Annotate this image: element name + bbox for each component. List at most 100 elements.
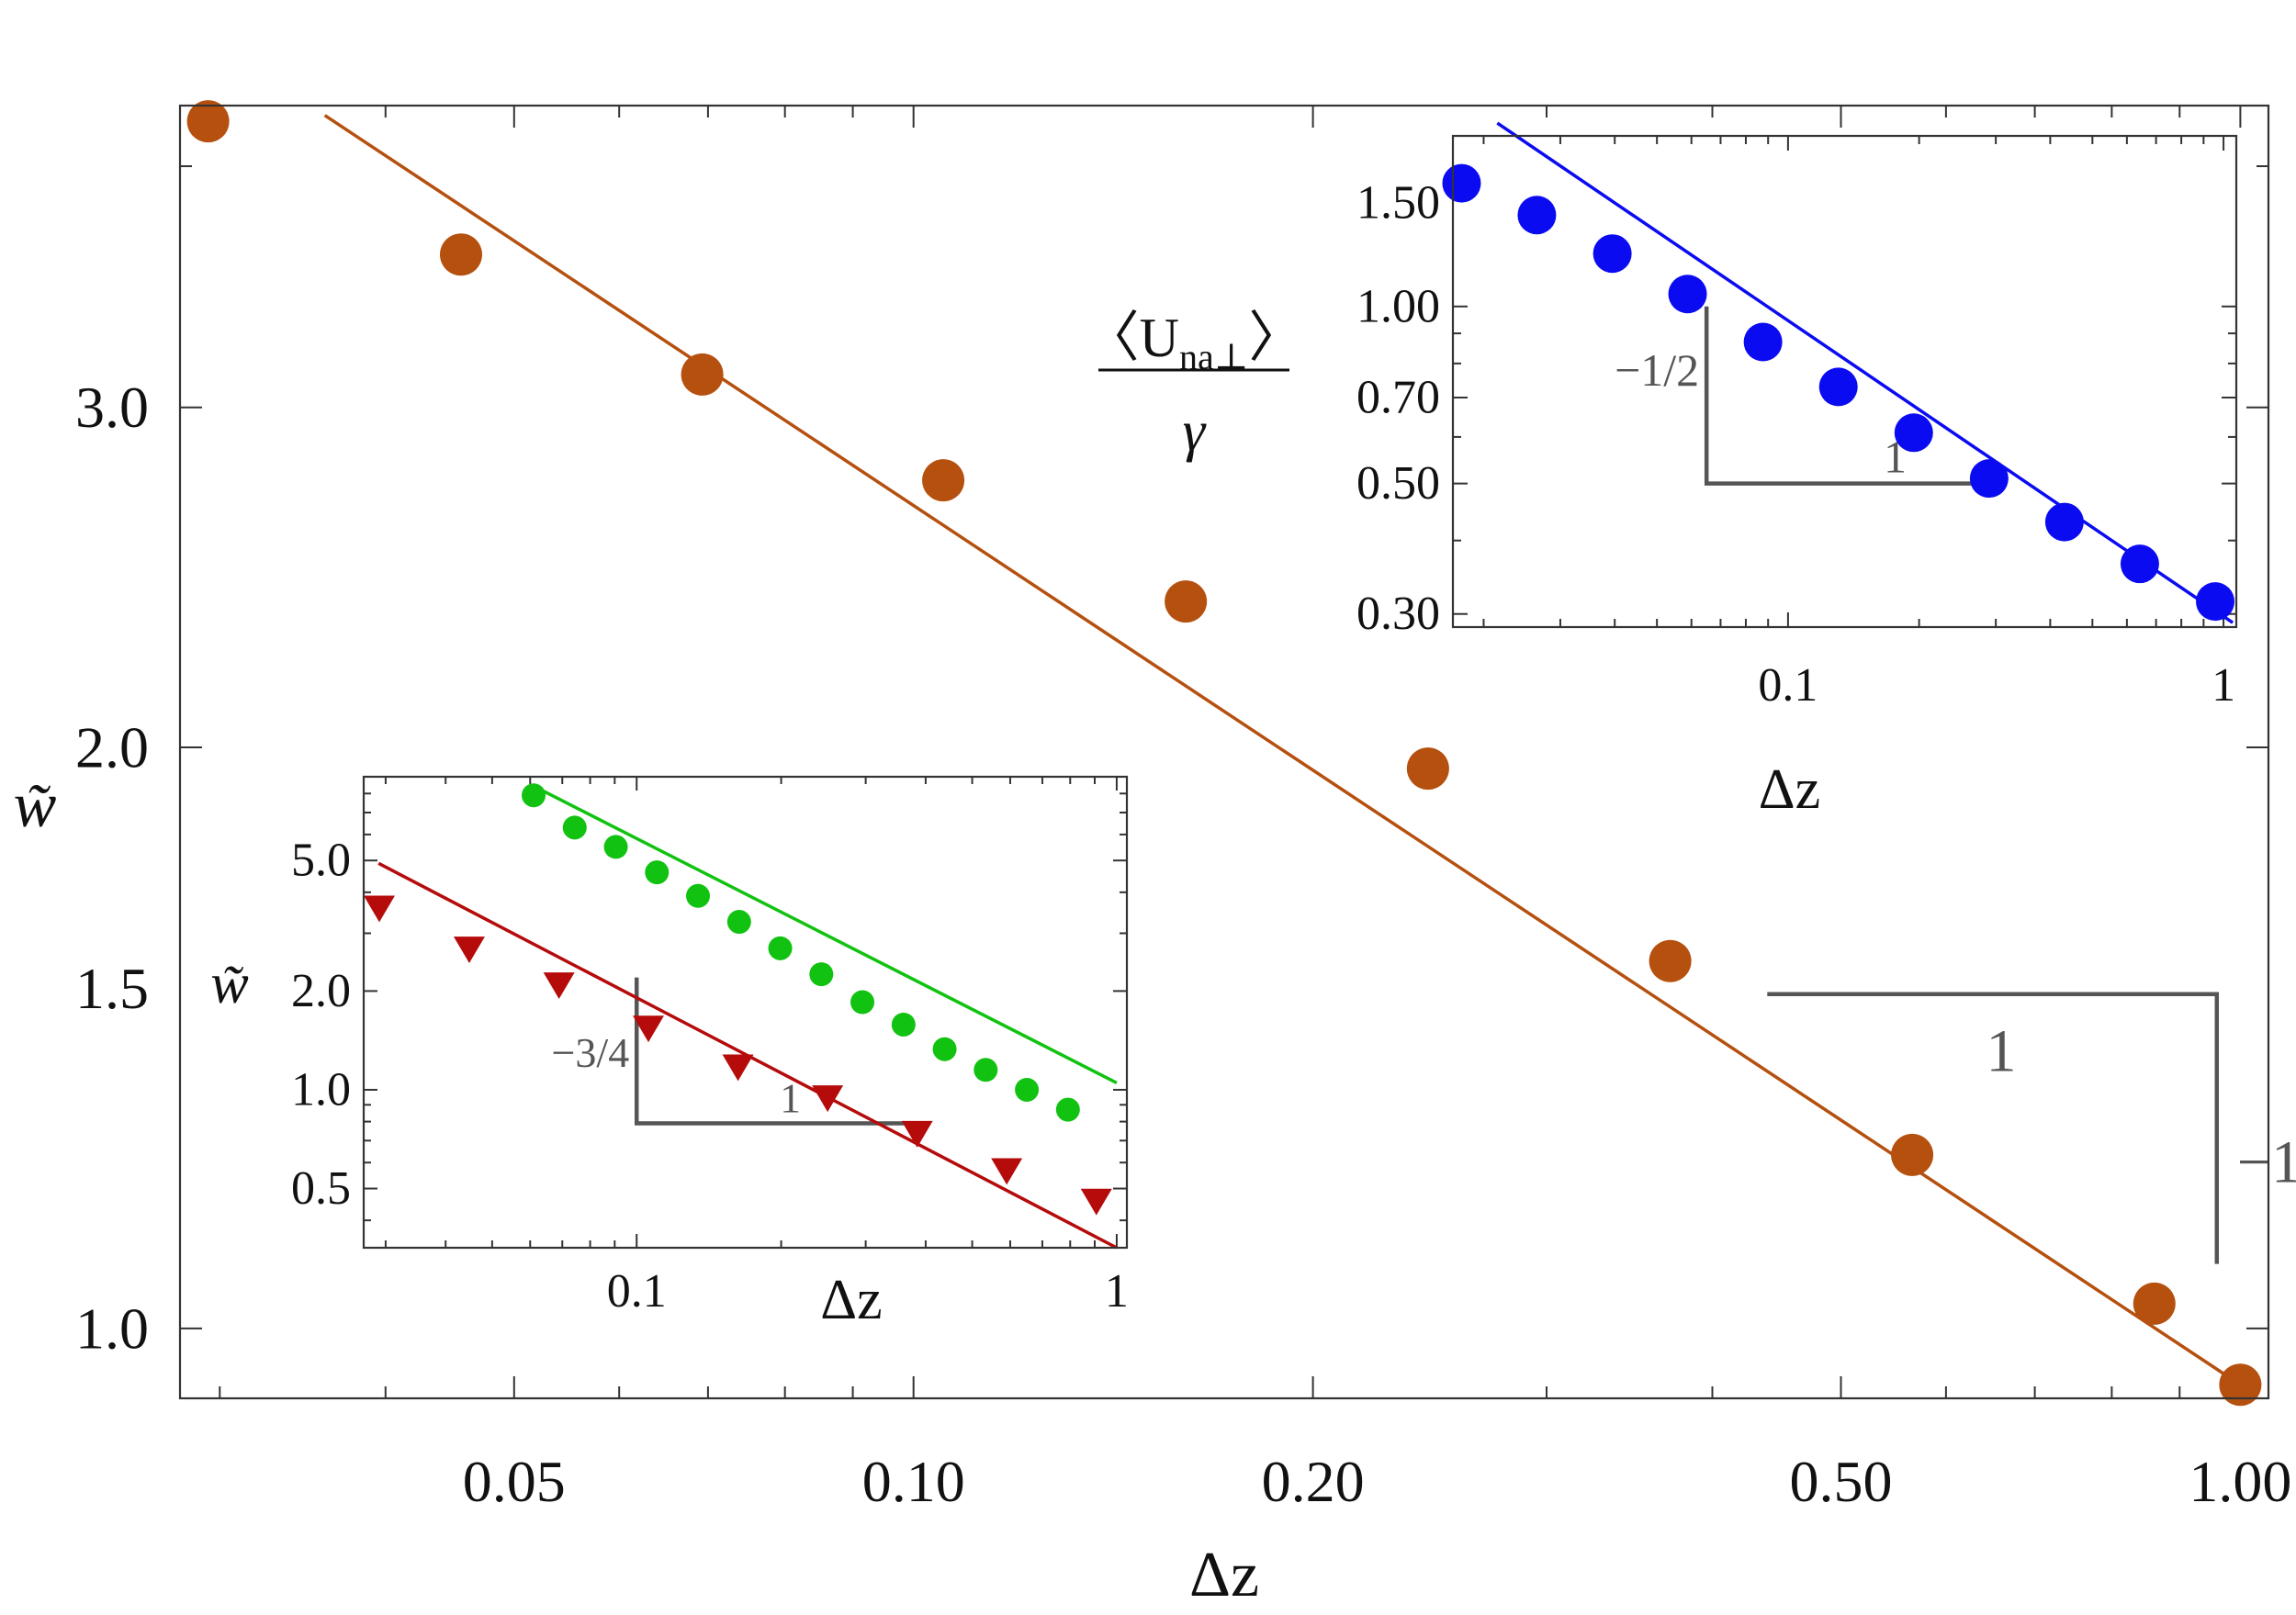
inset-top-right-y-tick-label: 0.70 xyxy=(1356,372,1440,424)
inset-bottom-left-red-point xyxy=(1080,1188,1112,1216)
inset-top-right-data-point xyxy=(1442,163,1481,203)
inset-bottom-left-y-axis-title: w̃ xyxy=(210,953,248,1015)
inset-bottom-left-y-tick-label: 1.0 xyxy=(291,1063,351,1116)
inset-bottom-left-green-point xyxy=(1055,1097,1080,1122)
main-data-point xyxy=(1406,747,1449,791)
inset-bottom-left-x-tick-labels: 0.1 1 xyxy=(607,1265,1129,1318)
main-y-tick-label: 3.0 xyxy=(75,375,149,440)
inset-top-right-x-tick-label: 0.1 xyxy=(1758,659,1818,712)
main-data-point xyxy=(1649,939,1692,982)
inset-bottom-left-y-tick-label: 2.0 xyxy=(291,965,351,1017)
inset-top-right: 0.1 1 0.30 0.50 0.70 1.00 1.50 1 −1/2 Δz 〈Una… xyxy=(1085,121,2238,821)
main-data-points xyxy=(186,100,2262,1407)
inset-bottom-left-green-point xyxy=(850,990,875,1015)
inset-bottom-left-red-point xyxy=(543,972,575,999)
main-slope-triangle-legs xyxy=(1767,992,2220,1264)
main-y-tick-labels: 1.0 1.5 2.0 3.0 xyxy=(75,375,149,1361)
inset-top-right-x-axis-title: Δz xyxy=(1759,758,1820,821)
inset-top-right-y-tick-label: 0.30 xyxy=(1356,588,1440,640)
inset-bottom-left-red-point xyxy=(453,936,485,963)
inset-bottom-left-data-points xyxy=(364,783,1112,1216)
main-data-point xyxy=(2219,1363,2262,1407)
main-x-tick-label: 0.50 xyxy=(1789,1449,1892,1514)
inset-top-right-fit-line xyxy=(1496,121,2234,624)
inset-bottom-left-x-tick-label: 1 xyxy=(1105,1265,1129,1318)
main-data-point xyxy=(2133,1282,2176,1325)
inset-bottom-left-y-tick-labels: 0.5 1.0 2.0 5.0 xyxy=(291,835,351,1215)
main-axis-ticks xyxy=(180,106,2268,1398)
inset-top-right-y-tick-labels: 0.30 0.50 0.70 1.00 1.50 xyxy=(1356,176,1440,640)
inset-top-right-ticks xyxy=(1453,136,2236,627)
inset-bottom-left-ticks xyxy=(364,776,1127,1248)
main-plot-frame xyxy=(178,104,2270,1400)
inset-top-right-data-point xyxy=(1894,413,1933,453)
main-slope-rise-label: −1/2 xyxy=(2237,1129,2296,1196)
inset-top-right-data-point xyxy=(1969,459,2009,499)
inset-bottom-left-background xyxy=(364,777,1127,1248)
inset-bottom-left-y-tick-label: 0.5 xyxy=(291,1162,351,1215)
inset-bottom-left-red-point xyxy=(633,1015,665,1043)
inset-top-right-data-point xyxy=(1517,196,1557,235)
main-x-axis-title: Δz xyxy=(1189,1540,1259,1610)
inset-top-right-fit-line-segment xyxy=(1496,121,2234,624)
inset-bottom-left-green-point xyxy=(726,910,751,935)
inset-top-right-data-point xyxy=(1818,367,1858,407)
inset-bottom-left-green-point xyxy=(768,936,793,960)
main-data-point xyxy=(681,353,724,396)
inset-bottom-left: 0.1 1 0.51.02.05.0 1 −3/4 Δz w̃ xyxy=(210,775,1129,1331)
inset-bottom-left-green-point xyxy=(686,883,711,908)
inset-top-right-x-tick-labels: 0.1 1 xyxy=(1758,659,2235,712)
inset-top-right-data-point xyxy=(2044,502,2084,542)
main-chart: 0.05 0.10 0.20 0.50 1.00 1.0 1.5 2.0 3.0 1 −1/2… xyxy=(14,100,2296,1610)
inset-bottom-left-green-point xyxy=(522,783,546,808)
inset-bottom-left-x-axis-title: Δz xyxy=(820,1269,882,1331)
inset-bottom-left-frame xyxy=(362,775,1129,1250)
inset-top-right-data-point xyxy=(2120,544,2159,584)
inset-top-right-data-point xyxy=(1593,234,1632,274)
inset-top-right-slope-triangle-legs xyxy=(1704,306,1983,486)
inset-bottom-left-x-tick-label: 0.1 xyxy=(607,1265,667,1318)
inset-bottom-left-slope-triangle-legs xyxy=(634,977,926,1126)
inset-bottom-left-green-point xyxy=(891,1012,916,1037)
inset-bottom-left-slope-rise-label: −3/4 xyxy=(551,1029,629,1076)
inset-bottom-left-green-point xyxy=(932,1037,957,1061)
inset-top-right-y-denominator: γ xyxy=(1183,400,1207,463)
inset-top-right-slope-triangle xyxy=(1704,306,1983,486)
inset-bottom-left-green-point xyxy=(809,962,834,987)
main-slope-triangle xyxy=(1767,992,2220,1264)
inset-bottom-left-red-point xyxy=(722,1054,754,1082)
inset-bottom-left-red-point xyxy=(812,1085,844,1113)
main-y-axis-title: w̃ xyxy=(14,770,57,841)
main-slope-run-label: 1 xyxy=(1986,1018,2017,1085)
inset-bottom-left-green-point xyxy=(974,1058,998,1082)
main-x-tick-label: 1.00 xyxy=(2189,1449,2291,1514)
inset-bottom-left-green-point xyxy=(645,860,670,885)
inset-top-right-frame xyxy=(1451,134,2238,629)
inset-top-right-data-point xyxy=(1743,322,1783,362)
main-data-point xyxy=(1891,1133,1934,1176)
main-data-point xyxy=(922,459,965,502)
inset-bottom-left-red-point xyxy=(364,895,396,923)
inset-top-right-data-point xyxy=(1668,275,1707,314)
main-y-tick-label: 1.5 xyxy=(75,956,149,1021)
inset-top-right-y-axis-title: 〈Una⊥〉 γ xyxy=(1085,308,1304,463)
main-x-tick-label: 0.05 xyxy=(463,1449,566,1514)
main-y-tick-label: 1.0 xyxy=(75,1295,149,1361)
main-x-tick-label: 0.20 xyxy=(1262,1449,1365,1514)
main-data-point xyxy=(439,233,482,276)
inset-top-right-y-tick-label: 0.50 xyxy=(1356,457,1440,510)
inset-top-right-slope-rise-label: −1/2 xyxy=(1615,344,1699,396)
inset-bottom-left-green-point xyxy=(562,815,587,840)
main-data-point xyxy=(1165,580,1208,623)
main-y-tick-label: 2.0 xyxy=(75,714,149,779)
main-x-tick-label: 0.10 xyxy=(862,1449,965,1514)
inset-bottom-left-slope-triangle xyxy=(634,977,926,1126)
main-x-tick-labels: 0.05 0.10 0.20 0.50 1.00 xyxy=(463,1449,2292,1514)
inset-bottom-left-green-fit-line xyxy=(540,788,1118,1084)
inset-top-right-data-point xyxy=(2196,582,2235,622)
inset-bottom-left-slope-run-label: 1 xyxy=(780,1075,801,1122)
inset-bottom-left-red-point xyxy=(991,1158,1023,1185)
inset-bottom-left-red-point xyxy=(901,1120,933,1148)
inset-top-right-y-tick-label: 1.00 xyxy=(1356,280,1440,332)
